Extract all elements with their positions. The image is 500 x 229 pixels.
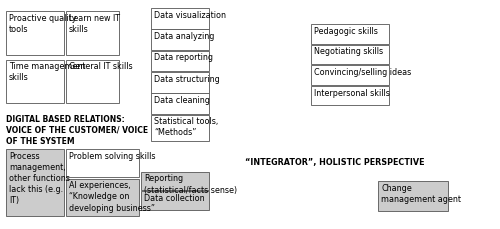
FancyBboxPatch shape bbox=[66, 60, 118, 103]
FancyBboxPatch shape bbox=[151, 114, 208, 141]
FancyBboxPatch shape bbox=[378, 181, 448, 211]
Text: Data collection: Data collection bbox=[144, 194, 204, 203]
FancyBboxPatch shape bbox=[6, 60, 64, 103]
Text: Time management
skills: Time management skills bbox=[9, 62, 86, 82]
Text: Reporting
(statistical/facts sense): Reporting (statistical/facts sense) bbox=[144, 174, 237, 195]
Text: DIGITAL BASED RELATIONS:
VOICE OF THE CUSTOMER/ VOICE
OF THE SYSTEM: DIGITAL BASED RELATIONS: VOICE OF THE CU… bbox=[6, 114, 148, 146]
FancyBboxPatch shape bbox=[311, 86, 388, 105]
Text: Interpersonal skills: Interpersonal skills bbox=[314, 89, 390, 98]
Text: AI experiences,
“Knowledge on
developing business”: AI experiences, “Knowledge on developing… bbox=[69, 181, 155, 213]
Text: Proactive quality
tools: Proactive quality tools bbox=[9, 14, 76, 34]
FancyBboxPatch shape bbox=[6, 149, 64, 216]
FancyBboxPatch shape bbox=[151, 93, 208, 114]
FancyBboxPatch shape bbox=[66, 149, 138, 177]
Text: Data visualization: Data visualization bbox=[154, 11, 226, 20]
Text: Pedagogic skills: Pedagogic skills bbox=[314, 27, 378, 36]
Text: Data analyzing: Data analyzing bbox=[154, 32, 214, 41]
FancyBboxPatch shape bbox=[311, 65, 388, 85]
FancyBboxPatch shape bbox=[151, 8, 208, 29]
Text: “INTEGRATOR”, HOLISTIC PERSPECTIVE: “INTEGRATOR”, HOLISTIC PERSPECTIVE bbox=[245, 158, 424, 167]
Text: Change
management agent: Change management agent bbox=[381, 184, 461, 204]
Text: Statistical tools,
“Methods”: Statistical tools, “Methods” bbox=[154, 117, 218, 137]
Text: Learn new IT
skills: Learn new IT skills bbox=[69, 14, 120, 34]
FancyBboxPatch shape bbox=[311, 24, 388, 44]
Text: Convincing/selling ideas: Convincing/selling ideas bbox=[314, 68, 411, 77]
Text: Problem solving skills: Problem solving skills bbox=[69, 152, 156, 161]
FancyBboxPatch shape bbox=[141, 191, 208, 210]
Text: Negotiating skills: Negotiating skills bbox=[314, 47, 383, 56]
FancyBboxPatch shape bbox=[141, 172, 208, 190]
FancyBboxPatch shape bbox=[151, 72, 208, 93]
Text: Process
management,
other functions
lack this (e.g.
IT): Process management, other functions lack… bbox=[9, 152, 70, 205]
FancyBboxPatch shape bbox=[151, 51, 208, 71]
Text: Data reporting: Data reporting bbox=[154, 53, 213, 62]
Text: General IT skills: General IT skills bbox=[69, 62, 132, 71]
FancyBboxPatch shape bbox=[311, 45, 388, 64]
FancyBboxPatch shape bbox=[151, 29, 208, 50]
FancyBboxPatch shape bbox=[6, 11, 64, 55]
Text: Data cleaning: Data cleaning bbox=[154, 96, 210, 105]
FancyBboxPatch shape bbox=[66, 11, 118, 55]
FancyBboxPatch shape bbox=[66, 179, 138, 216]
Text: Data structuring: Data structuring bbox=[154, 75, 220, 84]
